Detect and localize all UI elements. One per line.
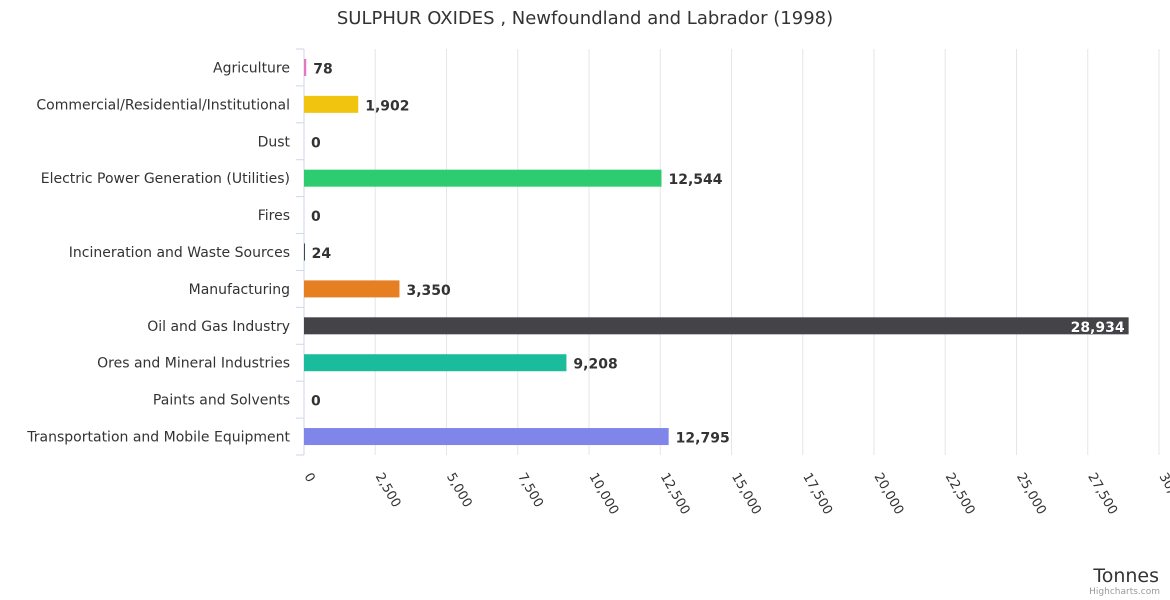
data-label-1: 1,902 [365,98,409,114]
category-labels: Agriculture Commercial/Residential/Instit… [26,60,290,445]
chart-title: SULPHUR OXIDES , Newfoundland and Labrad… [337,8,833,29]
bar-7[interactable] [304,317,1129,335]
tick-label-6: 15,000 [728,471,764,518]
category-label-10: Transportation and Mobile Equipment [26,430,290,446]
data-label-0: 78 [313,61,332,77]
bar-5[interactable] [304,243,305,261]
bar-1[interactable] [304,95,359,113]
bar-8[interactable] [304,354,567,372]
grid [296,48,1160,456]
category-label-2: Dust [258,134,291,150]
tick-label-10: 25,000 [1013,471,1049,518]
bar-0[interactable] [304,58,307,76]
data-label-3: 12,544 [669,172,723,188]
x-axis-tick-labels: 0 2,500 5,000 7,500 10,000 12,500 15,000 17,500… [301,471,1170,518]
tick-label-5: 12,500 [657,471,693,518]
tick-label-8: 20,000 [871,471,907,518]
tick-label-3: 7,500 [514,471,546,511]
category-label-1: Commercial/Residential/Institutional [36,97,290,113]
data-label-8: 9,208 [573,357,617,373]
category-label-5: Incineration and Waste Sources [69,245,290,261]
tick-label-12: 30,000 [1156,471,1170,518]
data-label-7: 28,934 [1071,320,1125,336]
data-label-6: 3,350 [406,283,451,299]
tick-label-11: 27,500 [1084,471,1120,518]
category-label-7: Oil and Gas Industry [147,319,290,335]
tick-label-2: 5,000 [443,471,475,511]
data-labels: 78 1,902 0 12,544 0 24 3,350 28,934 9,208 0 12,795 [311,61,1125,446]
data-label-5: 24 [312,246,332,262]
category-label-8: Ores and Mineral Industries [97,356,290,372]
data-label-10: 12,795 [676,431,730,447]
bar-10[interactable] [304,428,669,446]
bar-3[interactable] [304,169,662,187]
tick-label-9: 22,500 [942,471,978,518]
credits[interactable]: Highcharts.com [1089,587,1160,597]
data-label-9: 0 [311,394,321,410]
category-label-3: Electric Power Generation (Utilities) [41,171,290,187]
x-axis-title: Tonnes [1092,565,1159,587]
tick-label-4: 10,000 [586,471,622,518]
category-label-6: Manufacturing [189,282,290,298]
data-label-4: 0 [311,209,321,225]
bars [304,58,1129,446]
tick-label-0: 0 [301,471,318,486]
category-label-0: Agriculture [213,60,290,76]
tick-label-7: 17,500 [799,471,835,518]
data-label-2: 0 [311,135,321,151]
category-label-4: Fires [258,208,290,224]
tick-label-1: 2,500 [372,471,404,511]
category-label-9: Paints and Solvents [153,393,290,409]
bar-6[interactable] [304,280,400,298]
